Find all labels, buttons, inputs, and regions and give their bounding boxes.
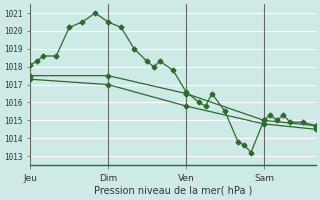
X-axis label: Pression niveau de la mer( hPa ): Pression niveau de la mer( hPa ): [94, 186, 252, 196]
